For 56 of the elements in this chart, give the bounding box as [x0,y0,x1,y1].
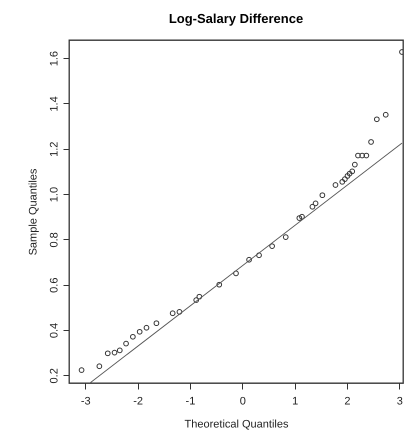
point [339,178,346,185]
x-tick-label: -1 [186,396,196,408]
point [374,116,380,122]
point [310,204,316,210]
point [176,309,182,315]
point [154,320,160,326]
point [196,294,202,300]
point [355,152,361,158]
point [193,297,200,303]
point [349,168,356,174]
point [136,328,143,335]
point [246,256,252,263]
x-tick-label: 3 [396,396,403,408]
point [346,170,352,177]
point [364,152,370,158]
y-tick-label: 1.4 [48,96,60,112]
y-tick-label: 1.2 [48,142,60,157]
point [256,252,262,258]
x-tick-label: 2 [344,396,351,408]
point [382,112,389,118]
x-tick-label: -3 [80,396,91,408]
point [269,243,275,250]
point [216,282,222,288]
y-tick-label: 0.4 [48,322,60,338]
point [332,182,338,188]
point [312,200,318,206]
point [352,162,358,168]
point [78,367,84,373]
point [112,350,118,356]
point [299,214,305,220]
point [344,173,350,179]
x-axis-title: Theoretical Quantiles [184,418,289,430]
y-tick-label: 1.0 [48,186,60,202]
point [359,152,366,158]
x-tick-label: 0 [240,396,246,408]
point [130,334,136,340]
point [104,350,111,356]
point [144,324,150,331]
point [96,363,102,370]
y-tick-label: 0.6 [48,278,60,293]
y-tick-label: 1.6 [48,50,60,66]
point [170,310,176,316]
point [282,234,289,240]
chart-title: Log-Salary Difference [168,11,304,26]
y-axis-title: Sample Quantiles [28,168,40,256]
point [116,348,123,354]
x-tick-label: -2 [133,396,143,408]
point [368,139,374,145]
x-tick-label: 1 [292,396,298,408]
point [233,270,239,276]
point [342,176,348,182]
y-tick-label: 0.2 [48,368,60,384]
point [320,192,326,198]
point [123,340,129,346]
y-tick-label: 0.8 [48,232,60,248]
point [296,215,302,221]
